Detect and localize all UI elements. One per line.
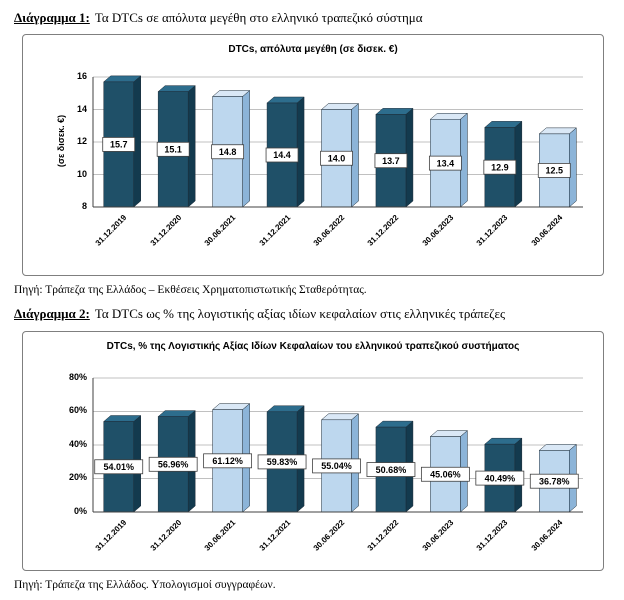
x-tick-label: 31.12.2022 xyxy=(366,213,401,248)
y-tick-label: 12 xyxy=(76,136,87,147)
y-tick-label: 40% xyxy=(68,438,87,449)
data-label-box xyxy=(428,155,462,171)
data-label-box xyxy=(475,470,525,485)
data-label-box xyxy=(148,456,198,472)
data-label: 14.8 xyxy=(219,147,237,157)
x-tick-label: 30.06.2023 xyxy=(420,517,456,553)
data-label: 59.83% xyxy=(267,457,298,467)
y-tick-label: 20% xyxy=(68,472,87,482)
x-tick-label: 31.12.2021 xyxy=(257,213,292,248)
y-tick-label: 0% xyxy=(73,505,87,516)
figure2-heading: Διάγραμμα 2: Τα DTCs ως % της λογιστικής … xyxy=(14,306,614,322)
data-label: 15.7 xyxy=(110,140,128,150)
data-label: 56.96% xyxy=(158,459,189,469)
x-tick-label: 31.12.2023 xyxy=(475,213,510,248)
data-label-box xyxy=(257,453,307,469)
data-label: 12.9 xyxy=(491,163,509,173)
data-label-box xyxy=(211,144,245,160)
data-label: 14.0 xyxy=(328,154,346,164)
data-label: 14.4 xyxy=(273,150,291,160)
data-label-box xyxy=(203,452,253,468)
data-label: 15.1 xyxy=(164,145,182,155)
x-tick-label: 31.12.2022 xyxy=(366,517,401,553)
data-label: 55.04% xyxy=(321,461,352,471)
x-tick-label: 31.12.2021 xyxy=(257,517,292,553)
figure1-label: Διάγραμμα 1: xyxy=(14,10,90,25)
data-label: 12.5 xyxy=(546,166,564,176)
y-tick-label: 80% xyxy=(68,371,87,382)
y-tick-label: 8 xyxy=(81,201,87,212)
data-label: 45.06% xyxy=(430,469,461,479)
data-label-box xyxy=(312,458,361,473)
chart2-canvas: 54.01% 56.96% 61.12% 59.83% 55.04% 50.68% 45.0… xyxy=(92,377,583,513)
y-tick-label: 60% xyxy=(68,405,87,415)
x-tick-label: 31.12.2023 xyxy=(475,517,510,553)
chart1-frame: DTCs, απόλυτα μεγέθη (σε δισεκ. €) (σε δ… xyxy=(22,34,604,277)
data-label-box xyxy=(366,461,416,477)
data-label: 13.4 xyxy=(437,159,455,169)
data-label-box xyxy=(156,142,190,157)
x-tick-label: 30.06.2024 xyxy=(529,213,565,248)
data-label-box xyxy=(374,153,408,169)
x-tick-label: 30.06.2024 xyxy=(529,517,565,553)
x-tick-label: 30.06.2021 xyxy=(202,517,238,553)
figure2-label: Διάγραμμα 2: xyxy=(14,306,90,322)
data-label-box xyxy=(94,458,144,474)
data-label: 40.49% xyxy=(485,473,516,483)
chart1-title: DTCs, απόλυτα μεγέθη (σε δισεκ. €) xyxy=(228,44,398,56)
x-tick-label: 31.12.2020 xyxy=(148,517,184,553)
x-tick-label: 30.06.2022 xyxy=(311,213,347,248)
data-label-box xyxy=(420,466,470,482)
data-label: 54.01% xyxy=(103,461,134,471)
x-tick-label: 31.12.2019 xyxy=(93,213,129,248)
data-label-box xyxy=(320,151,353,166)
y-tick-label: 16 xyxy=(76,71,87,82)
y-tick-label: 14 xyxy=(76,103,87,114)
x-tick-label: 30.06.2022 xyxy=(311,517,347,553)
data-label-box xyxy=(529,473,579,489)
figure1-source: Πηγή: Τράπεζα της Ελλάδος – Εκθέσεις Χρη… xyxy=(14,284,367,297)
figure2-title-text: Τα DTCs ως % της λογιστικής αξίας ιδίων … xyxy=(94,306,506,322)
chart1-canvas: 15.7 15.1 14.8 14.4 14.0 13.7 13.4 12.9 12.5 xyxy=(92,75,583,208)
x-tick-label: 30.06.2021 xyxy=(202,213,238,248)
data-label: 50.68% xyxy=(376,464,407,474)
data-label: 61.12% xyxy=(212,456,243,466)
data-label-box xyxy=(265,147,299,163)
data-label: 13.7 xyxy=(382,156,400,166)
figure1-title-text: Τα DTCs σε απόλυτα μεγέθη στο ελληνικό τ… xyxy=(94,10,423,25)
chart2-frame: DTCs, % της Λογιστικής Αξίας Ιδίων Κεφαλ… xyxy=(22,330,604,571)
data-label-box xyxy=(537,163,571,179)
figure2-source: Πηγή: Τράπεζα της Ελλάδος. Υπολογισμοί σ… xyxy=(14,578,276,591)
x-tick-label: 31.12.2020 xyxy=(148,213,184,248)
y-tick-label: 10 xyxy=(76,168,87,179)
x-tick-label: 31.12.2019 xyxy=(93,517,129,553)
figure1-heading: Διάγραμμα 1: Τα DTCs σε απόλυτα μεγέθη στ… xyxy=(14,10,614,26)
data-label-box xyxy=(483,160,517,175)
data-label-box xyxy=(102,137,136,153)
chart2-title: DTCs, % της Λογιστικής Αξίας Ιδίων Κεφαλ… xyxy=(106,340,520,352)
x-tick-label: 30.06.2023 xyxy=(420,213,456,248)
data-label: 36.78% xyxy=(539,476,570,486)
